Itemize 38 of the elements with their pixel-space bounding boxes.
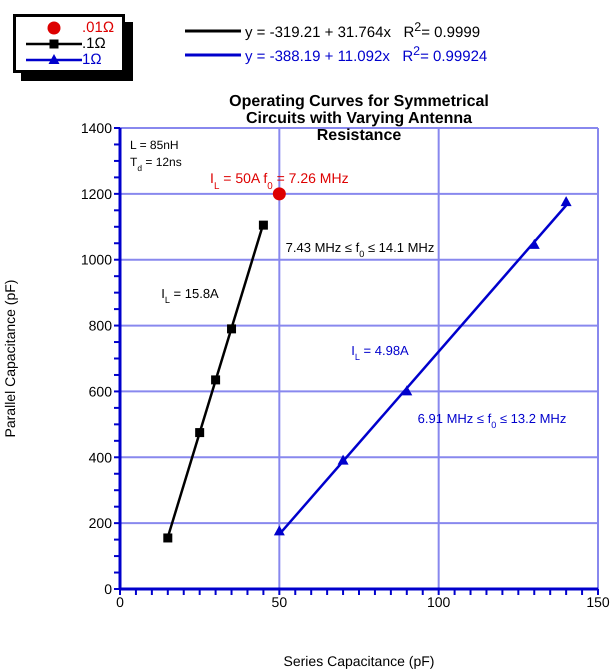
point bbox=[227, 324, 236, 334]
point bbox=[401, 385, 412, 396]
y-tick-label: 1000 bbox=[80, 252, 112, 268]
y-tick-label: 600 bbox=[88, 383, 112, 400]
annotation: L = 85nH bbox=[130, 138, 179, 152]
y-tick-label: 0 bbox=[104, 580, 112, 597]
annotation: I$_{L}$ = 4.98A bbox=[351, 343, 410, 362]
annotation: 7.43 MHz ≤ f$_{0}$ ≤ 14.1 MHz bbox=[286, 240, 434, 259]
legend-label: .1Ω bbox=[82, 35, 106, 52]
point bbox=[272, 187, 286, 200]
x-tick-label: 0 bbox=[116, 594, 124, 610]
annotation: I$_{L}$ = 50A f$_{0}$ = 7.26 MHz bbox=[210, 170, 349, 192]
point bbox=[258, 220, 268, 230]
y-tick-label: 200 bbox=[88, 515, 112, 532]
x-axis-title: Series Capacitance (pF) bbox=[284, 653, 434, 669]
point bbox=[528, 238, 540, 249]
y-tick-label: 400 bbox=[88, 449, 112, 466]
point bbox=[211, 375, 220, 384]
x-tick-label: 100 bbox=[426, 594, 451, 610]
annotation: T$_{d}$ = 12ns bbox=[130, 155, 182, 173]
y-tick-label: 1200 bbox=[80, 186, 112, 202]
annotation: I$_{L}$ = 15.8A bbox=[161, 286, 220, 305]
point bbox=[163, 533, 172, 542]
y-tick-label: 1400 bbox=[80, 120, 112, 136]
point bbox=[338, 454, 349, 465]
point bbox=[560, 196, 572, 206]
legend-label: y = -319.21 + 31.764x R$^{2}$= 0.9999 bbox=[245, 20, 480, 41]
x-tick-label: 150 bbox=[586, 594, 610, 610]
legend-label: 1Ω bbox=[82, 51, 102, 68]
x-tick-label: 50 bbox=[272, 594, 288, 610]
y-axis-title: Parallel Capacitance (pF) bbox=[2, 280, 18, 438]
point bbox=[274, 525, 285, 536]
legend-label: y = -388.19 + 11.092x R$^{2}$= 0.99924 bbox=[245, 44, 488, 65]
y-tick-label: 800 bbox=[88, 318, 112, 334]
chart-title: Operating Curves for Symmetrical Circuits with Varying Antenna Resistance bbox=[228, 93, 490, 144]
point bbox=[195, 428, 204, 438]
annotation: 6.91 MHz ≤ f$_{0}$ ≤ 13.2 MHz bbox=[418, 411, 566, 430]
legend-label: .01Ω bbox=[82, 19, 114, 36]
